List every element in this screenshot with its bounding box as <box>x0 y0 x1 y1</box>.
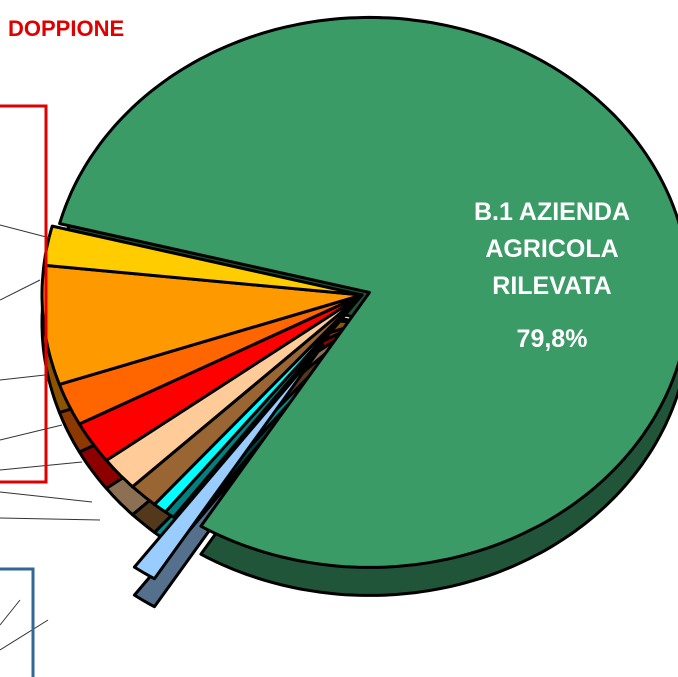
group-box <box>0 104 48 484</box>
leader-line <box>0 424 63 441</box>
leader-line <box>0 279 41 301</box>
leader-lines <box>0 224 101 651</box>
leader-line <box>0 374 46 381</box>
slice <box>40 263 364 386</box>
slice <box>57 293 364 426</box>
slice <box>58 15 678 569</box>
leader-line <box>0 619 49 651</box>
slice <box>104 293 364 489</box>
slice <box>77 293 364 462</box>
group-box <box>0 567 35 677</box>
leader-line <box>0 599 21 626</box>
value-label: 79,8% <box>516 325 588 353</box>
slice <box>132 343 325 581</box>
slice-label: B.1 AZIENDA AGRICOLA RILEVATA <box>473 198 631 300</box>
leader-line <box>0 491 93 503</box>
leader-line <box>0 224 51 239</box>
annotation: DOPPIONE <box>8 16 125 41</box>
leader-line <box>0 461 83 471</box>
slices <box>40 15 678 609</box>
leader-line <box>0 517 101 521</box>
